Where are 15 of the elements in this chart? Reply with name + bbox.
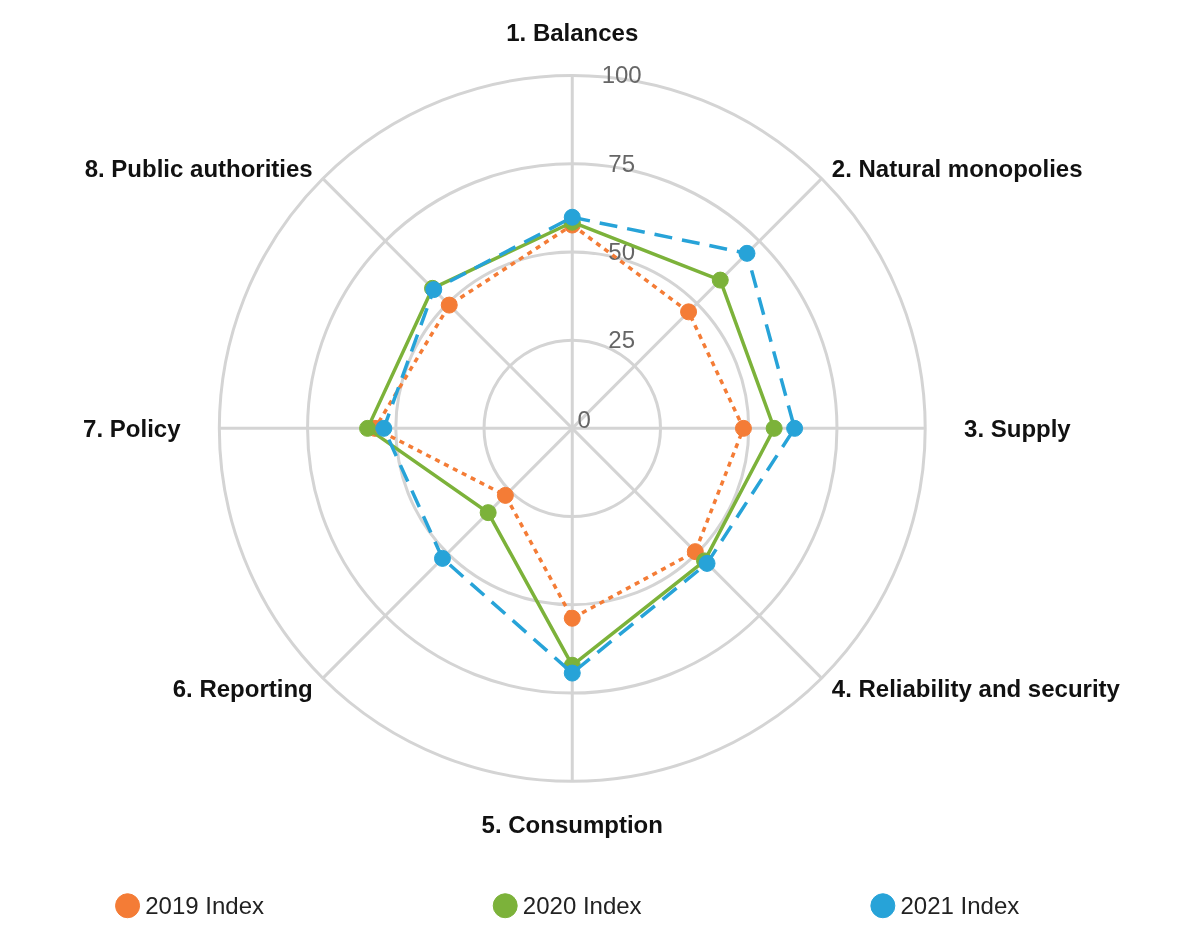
spoke-label: 6. Reporting	[172, 674, 313, 702]
spoke-label: 3. Supply	[964, 414, 1072, 442]
legend-label: 2021 Index	[900, 892, 1020, 920]
spoke-label: 2. Natural monopolies	[831, 154, 1083, 182]
y-tick-label: 25	[608, 326, 636, 354]
spoke-label: 5. Consumption	[481, 810, 663, 838]
legend-label: 2020 Index	[522, 892, 642, 920]
spoke-label: 1. Balances	[506, 18, 639, 46]
y-tick-label: 100	[601, 61, 642, 89]
legend-label: 2019 Index	[145, 892, 264, 920]
y-tick-label: 75	[608, 149, 636, 177]
spoke-label: 7. Policy	[83, 414, 182, 442]
spoke-label: 4. Reliability and security	[831, 674, 1121, 702]
spoke-label: 8. Public authorities	[84, 154, 313, 182]
y-tick-label: 0	[577, 406, 591, 434]
